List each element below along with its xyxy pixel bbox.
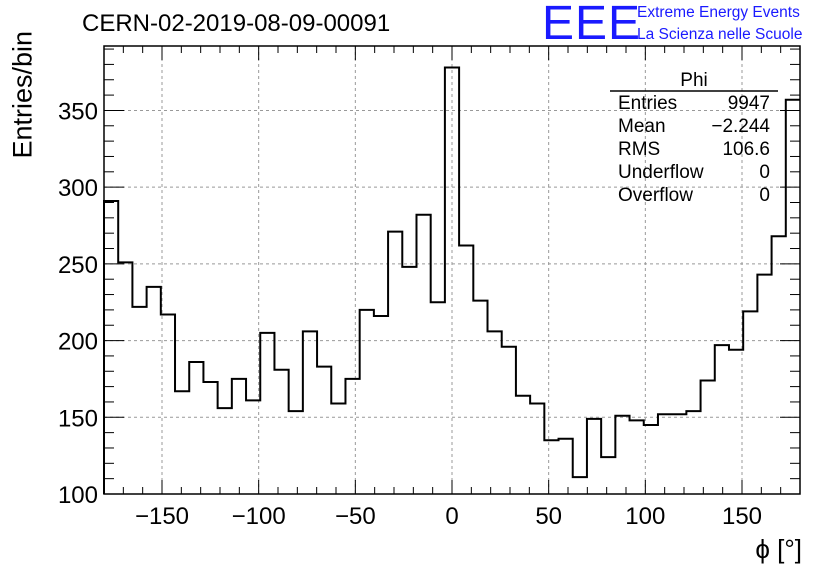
histogram-bin (360, 310, 374, 494)
x-tick-label: 150 (722, 503, 762, 530)
x-axis-label: ϕ [°] (755, 534, 802, 564)
y-tick-label: 200 (58, 329, 98, 356)
stats-label: RMS (618, 139, 661, 160)
histogram-bin (161, 314, 175, 494)
eee-logo: EEE (542, 0, 642, 50)
histogram-bin (374, 316, 388, 494)
histogram-bin (246, 400, 260, 494)
histogram-bin (218, 408, 232, 494)
histogram-bin (516, 396, 530, 494)
histogram-bin (615, 416, 629, 494)
stats-value: 0 (759, 185, 770, 206)
histogram-bin (118, 262, 132, 494)
x-tick-label: 100 (625, 503, 665, 530)
stats-value: −2.244 (711, 116, 770, 137)
y-tick-label: 350 (58, 98, 98, 125)
histogram-bin (772, 236, 786, 494)
histogram-bin (388, 232, 402, 494)
logo-line-2: La Scienza nelle Scuole (637, 26, 803, 43)
histogram-bin (416, 215, 430, 494)
histogram-bin (147, 287, 161, 494)
histogram-bin (544, 440, 558, 494)
histogram-bin (289, 411, 303, 494)
histogram-bin (431, 302, 445, 494)
y-axis-label: Entries/bin (7, 30, 38, 159)
histogram-bin (644, 425, 658, 494)
x-tick-label: 0 (445, 503, 458, 530)
logo-line-1: Extreme Energy Events (637, 4, 800, 21)
histogram-bin (701, 380, 715, 494)
histogram-bin (686, 411, 700, 494)
histogram-bin (232, 379, 246, 494)
chart-title: CERN-02-2019-08-09-00091 (82, 10, 391, 37)
histogram-bin (402, 267, 416, 494)
stats-label: Mean (618, 116, 666, 137)
y-tick-label: 100 (58, 482, 98, 509)
histogram-bin (601, 457, 615, 494)
histogram-bin (345, 379, 359, 494)
y-tick-label: 150 (58, 405, 98, 432)
y-tick-label: 250 (58, 252, 98, 279)
histogram-bin (672, 414, 686, 494)
x-tick-label: −100 (232, 503, 286, 530)
histogram-bin (658, 414, 672, 494)
histogram-bin (729, 350, 743, 494)
histogram-bin (573, 477, 587, 494)
histogram-bin (175, 391, 189, 494)
histogram-bin (757, 275, 771, 494)
stats-label: Underflow (618, 162, 704, 183)
histogram-bin (559, 439, 573, 494)
stats-label: Overflow (618, 185, 693, 206)
x-tick-label: 50 (535, 503, 562, 530)
histogram-bin (786, 100, 800, 494)
histogram-bin (303, 331, 317, 494)
histogram-bin (459, 245, 473, 494)
histogram-bin (274, 370, 288, 494)
stats-box-title: Phi (680, 70, 708, 91)
stats-value: 0 (759, 162, 770, 183)
histogram-bin (587, 419, 601, 494)
histogram-bin (203, 382, 217, 494)
stats-value: 9947 (727, 93, 770, 114)
stats-value: 106.6 (722, 139, 770, 160)
histogram-outline (103, 66, 800, 494)
y-tick-label: 300 (58, 175, 98, 202)
stats-label: Entries (618, 93, 678, 114)
histogram-bin (189, 362, 203, 494)
histogram-bin (473, 301, 487, 494)
x-tick-label: −50 (335, 503, 376, 530)
histogram-bin (132, 307, 146, 494)
histogram-bin (317, 367, 331, 494)
histogram-bin (743, 311, 757, 494)
histogram-bin (488, 331, 502, 494)
histogram-bin (715, 345, 729, 494)
histogram-bin (104, 201, 118, 494)
histogram-bin (260, 333, 274, 494)
histogram-bin (502, 347, 516, 494)
histogram-bin (630, 420, 644, 494)
x-tick-label: −150 (135, 503, 189, 530)
